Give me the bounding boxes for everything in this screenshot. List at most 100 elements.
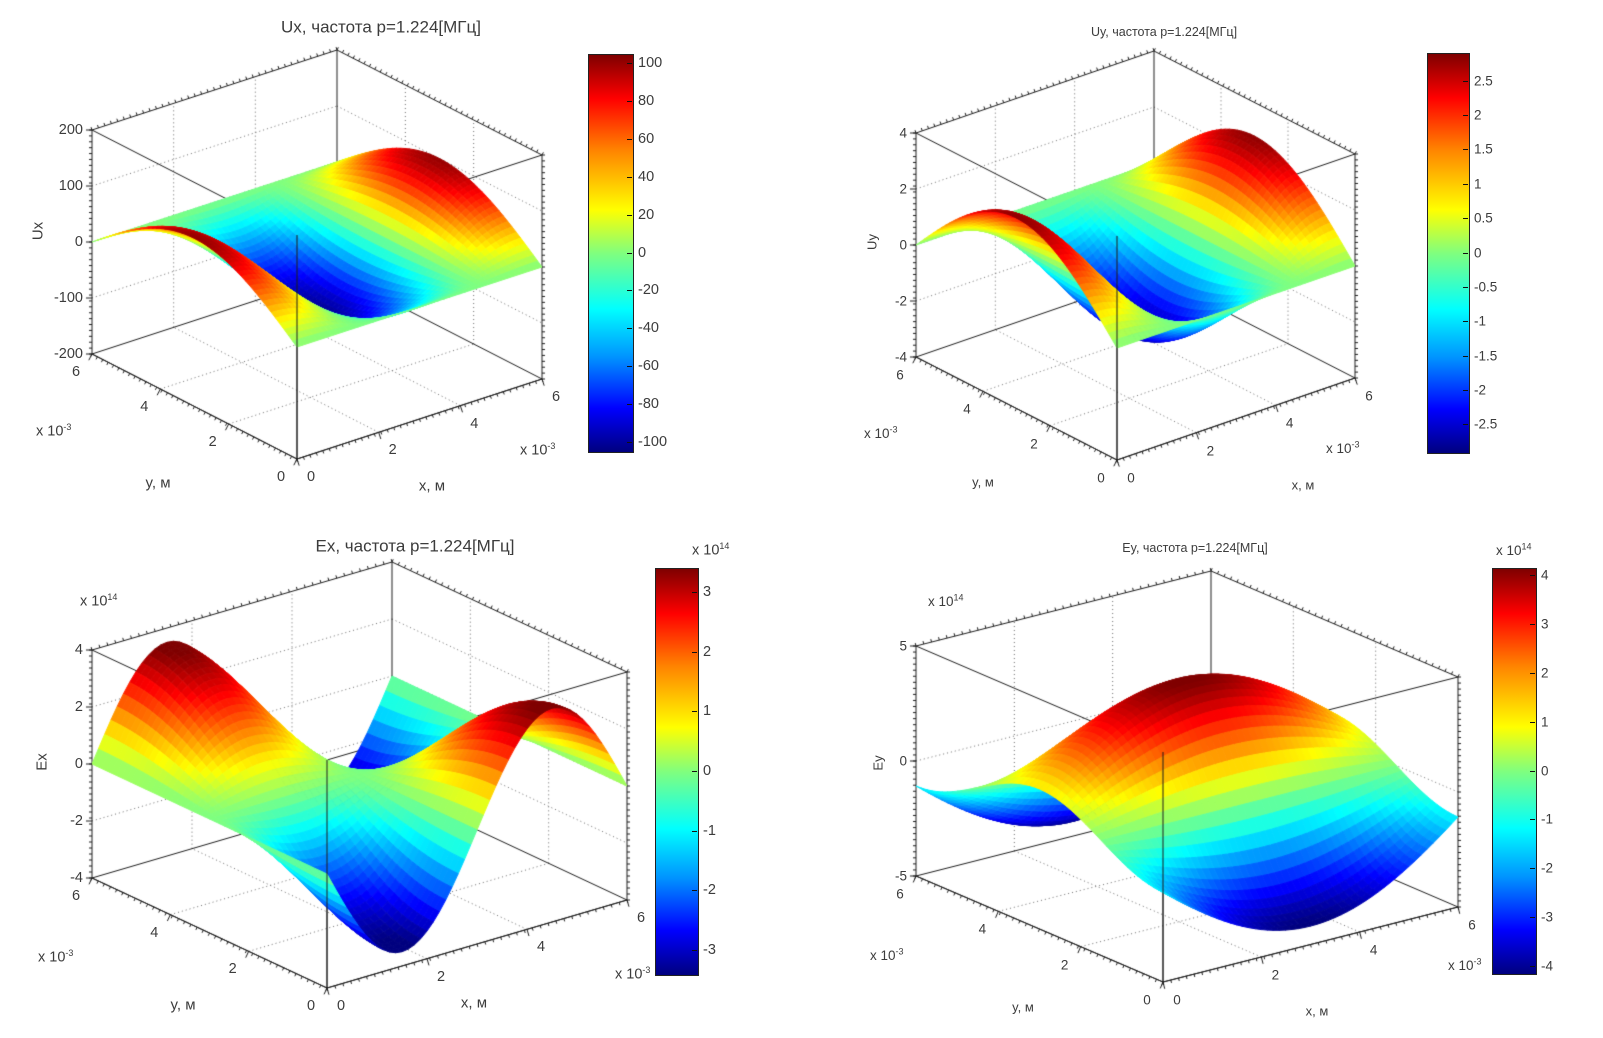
ey-colorbar-tick-mark [1530,770,1535,772]
ey-colorbar-tick-label: 3 [1541,616,1549,632]
ex-z-tick-label: -4 [70,869,83,886]
ux-y-tick-label: 4 [140,398,149,415]
ux-z-tick-label: -200 [53,345,83,362]
ux-colorbar-tick-label: 0 [638,244,647,261]
ux-colorbar-tick-label: -100 [638,433,668,450]
ex-z-tick-label: 2 [74,698,83,715]
uy-y-axis-scale-base: x 10 [864,426,890,441]
ex-colorbar-tick-label: -1 [703,822,716,839]
uy-y-axis-scale-exponent: -3 [889,424,898,435]
ey-colorbar-tick-label: 1 [1541,713,1549,729]
uy-colorbar-tick-label: -1.5 [1474,347,1498,363]
ex-y-axis-label: y, м [170,996,196,1014]
ex-x-axis-scale-base: x 10 [615,966,643,983]
uy-x-axis-scale: x 10-3 [1326,440,1360,456]
uy-y-tick-label: 2 [1030,435,1038,451]
ex-colorbar-tick-mark [692,950,697,952]
ey-z-tick-label: -5 [894,868,907,884]
ey-colorbar-tick-mark [1530,916,1535,918]
uy-colorbar-tick-mark [1463,286,1468,288]
uy-colorbar-tick-mark [1463,252,1468,254]
uy-z-tick-label: -2 [894,293,907,309]
uy-colorbar-tick-label: 1 [1474,175,1482,191]
ex-x-axis-scale-exponent: -3 [642,964,651,975]
ux-x-tick-label: 6 [551,388,561,405]
ey-z-tick-label: 0 [899,753,907,769]
uy-colorbar-tick-label: -2 [1474,382,1487,398]
ux-colorbar [588,54,634,453]
ex-colorbar-tick-label: -2 [703,882,716,899]
ey-z-tick-label: 5 [899,638,907,654]
ux-y-tick-label: 0 [276,468,286,485]
ey-colorbar-scale-base: x 10 [1496,543,1522,558]
uy-plot-title: Uy, частота p=1.224[МГц] [1090,24,1238,39]
ux-colorbar-tick-label: 80 [638,93,655,109]
ey-y-axis-scale-exponent: -3 [895,946,904,957]
ex-y-axis-scale: x 10-3 [38,948,73,965]
ex-colorbar-tick-label: -3 [703,941,716,958]
ey-z-axis-scale-exponent: 14 [953,592,964,603]
uy-colorbar-tick-label: 2.5 [1474,72,1493,88]
uy-y-tick-label: 0 [1097,470,1105,486]
ey-colorbar-tick-mark [1530,624,1535,626]
ux-x-tick-label: 2 [388,442,397,459]
ey-z-axis-scale-base: x 10 [928,594,954,609]
ey-colorbar-tick-label: -4 [1541,957,1554,973]
ex-z-axis-scale-base: x 10 [80,593,108,610]
ux-z-tick-label: 0 [74,233,83,250]
ey-colorbar-tick-mark [1530,965,1535,967]
ex-z-tick-label: 4 [74,641,83,658]
ey-colorbar-tick-label: 2 [1541,665,1549,681]
ex-x-tick-label: 4 [536,939,546,956]
uy-colorbar-tick-mark [1463,390,1468,392]
ex-x-axis-scale: x 10-3 [615,964,651,983]
ux-x-tick-label: 0 [306,468,316,485]
ex-x-tick-label: 2 [436,968,446,985]
ex-colorbar-scale: x 1014 [692,540,730,559]
uy-x-tick-label: 2 [1206,442,1215,458]
ex-x-tick-label: 6 [636,909,646,926]
ey-y-tick-label: 0 [1143,992,1151,1008]
ux-z-tick-label: 200 [58,121,83,138]
ux-x-axis-scale: x 10-3 [520,441,555,459]
ux-colorbar-tick-label: -60 [638,357,659,374]
ey-x-axis-scale: x 10-3 [1448,957,1482,973]
uy-z-tick-label: 4 [899,125,907,141]
uy-colorbar-tick-mark [1463,183,1468,185]
ey-z-axis-label: Ey [870,755,886,771]
ux-x-axis-scale-base: x 10 [520,442,548,459]
uy-colorbar-tick-mark [1463,321,1468,323]
ex-z-tick-label: 0 [74,755,83,772]
ux-colorbar-tick-mark [627,441,632,443]
ex-z-axis-scale-exponent: 14 [107,591,118,602]
ux-colorbar-tick-mark [627,176,632,178]
uy-colorbar [1427,53,1470,454]
ux-plot-title: Ux, частота p=1.224[МГц] [281,17,481,37]
uy-y-axis-scale: x 10-3 [864,424,898,441]
ex-colorbar-tick-mark [692,591,697,593]
ex-colorbar-scale-exponent: 14 [719,540,730,551]
ey-colorbar-tick-label: 4 [1541,567,1549,583]
ey-colorbar-tick-mark [1530,721,1535,723]
uy-x-tick-label: 6 [1365,388,1373,404]
uy-x-axis-label: x, м [1291,477,1315,493]
ux-colorbar-tick-mark [627,328,632,330]
ux-y-tick-label: 2 [208,433,217,450]
ey-plot-title: Ey, частота p=1.224[МГц] [1122,540,1268,555]
ey-x-tick-label: 0 [1173,992,1181,1008]
ey-colorbar-tick-mark [1530,672,1535,674]
ux-y-tick-label: 6 [71,363,81,380]
ey-colorbar-tick-mark [1530,868,1535,870]
ey-colorbar [1492,568,1537,975]
uy-colorbar-tick-label: 0 [1474,244,1482,260]
uy-x-tick-label: 0 [1127,470,1135,486]
ey-y-tick-label: 6 [896,886,904,902]
ey-colorbar-tick-label: -3 [1541,909,1554,925]
ex-z-tick-label: -2 [70,812,83,829]
ey-y-tick-label: 2 [1060,956,1069,972]
ey-x-axis-scale-base: x 10 [1448,958,1474,973]
ex-colorbar-scale-base: x 10 [692,542,720,559]
ey-colorbar-tick-mark [1530,819,1535,821]
ex-colorbar-tick-label: 1 [703,703,712,720]
